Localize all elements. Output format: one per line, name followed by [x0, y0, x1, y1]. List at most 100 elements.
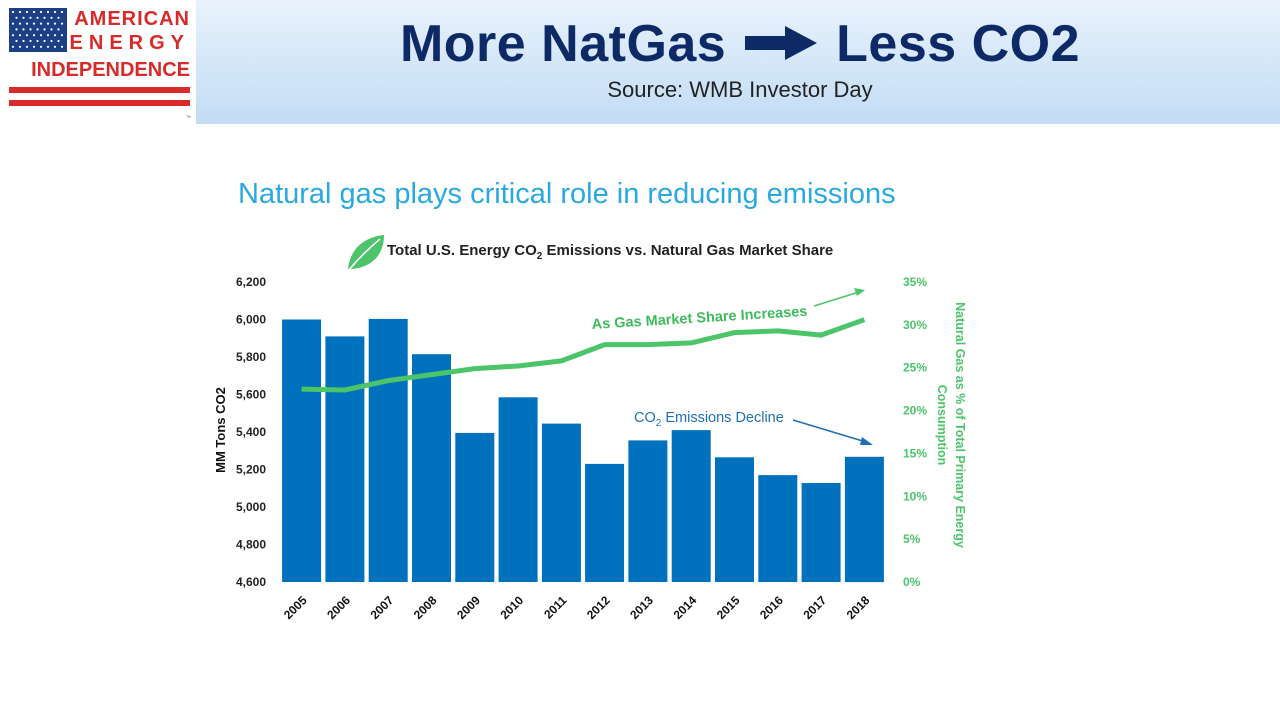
x-tick-label: 2015 — [714, 593, 743, 622]
x-tick-label: 2016 — [757, 593, 786, 622]
y2-tick-label: 0% — [903, 575, 921, 589]
bar-2015 — [715, 457, 754, 582]
flag-star — [46, 34, 50, 37]
flag-star — [32, 45, 36, 48]
series-line-gas-share — [301, 317, 866, 393]
flag-star — [18, 22, 22, 25]
annotation-co2: CO2 Emissions Decline — [634, 410, 784, 429]
y-tick-label: 5,000 — [236, 500, 266, 514]
bar-2017 — [801, 483, 841, 582]
flag-star — [43, 39, 46, 43]
flag-star — [29, 28, 32, 31]
flag-star — [57, 16, 60, 19]
page-title: More NatGas Less CO2 — [300, 14, 1180, 74]
bar-2012 — [585, 463, 625, 582]
x-tick-label: 2012 — [584, 593, 613, 622]
flag-star — [29, 16, 32, 19]
logo-trademark: ™ — [186, 115, 191, 121]
flag-star — [32, 34, 36, 37]
logo-stripe — [9, 87, 190, 93]
flag-star — [39, 10, 43, 14]
flag-star — [18, 34, 22, 37]
y2-tick-label: 35% — [903, 275, 927, 289]
chart-subtitle: Total U.S. Energy CO2 Emissions vs. Natu… — [387, 242, 833, 262]
flag-star — [46, 22, 50, 25]
y2-axis-label-line2: Consumption — [935, 385, 949, 466]
bar-2006 — [325, 336, 365, 582]
page-subtitle: Source: WMB Investor Day — [607, 77, 873, 102]
y2-tick-label: 20% — [903, 404, 927, 418]
flag-star — [39, 45, 43, 48]
logo-stripe — [9, 100, 190, 106]
y2-tick-label: 25% — [903, 361, 927, 375]
flag-star — [50, 16, 53, 19]
chart-title: Natural gas plays critical role in reduc… — [238, 178, 896, 210]
flag-star — [57, 39, 60, 43]
bar-2008 — [412, 354, 451, 582]
annotation-co2-arrow — [792, 419, 873, 445]
y-tick-label: 6,000 — [236, 313, 266, 327]
y-tick-label: 5,600 — [236, 388, 266, 402]
x-tick-label: 2007 — [368, 593, 397, 622]
flag-star — [36, 16, 39, 19]
flag-star — [29, 39, 32, 43]
y-tick-label: 4,800 — [236, 538, 266, 552]
flag-star — [11, 22, 15, 25]
y2-tick-label: 10% — [903, 489, 927, 503]
flag-star — [18, 45, 22, 48]
right-arrow-icon — [745, 26, 818, 61]
flag-star — [53, 22, 57, 25]
y-tick-label: 4,600 — [236, 575, 266, 589]
flag-star — [60, 45, 64, 48]
flag-star — [32, 10, 36, 14]
flag-star — [15, 28, 18, 31]
flag-star — [53, 10, 57, 14]
y-tick-label: 5,200 — [236, 463, 266, 477]
flag-star — [46, 45, 50, 48]
leaf-icon — [347, 235, 384, 272]
flag-star — [43, 16, 46, 19]
bar-2005 — [282, 319, 322, 582]
y2-tick-label: 15% — [903, 446, 927, 460]
title-left: More NatGas — [399, 15, 727, 73]
flag-star — [25, 34, 29, 37]
flag-star — [53, 34, 57, 37]
x-tick-label: 2006 — [324, 593, 353, 622]
flag-star — [57, 28, 60, 31]
flag-star — [18, 10, 22, 14]
bar-2016 — [758, 475, 798, 582]
y2-tick-label: 30% — [903, 318, 927, 332]
flag-star — [36, 28, 39, 31]
bar-2011 — [541, 423, 581, 582]
flag-star — [22, 16, 25, 19]
us-flag-icon — [9, 8, 67, 52]
flag-star — [15, 39, 18, 43]
flag-star — [60, 10, 64, 14]
y-tick-label: 5,800 — [236, 350, 266, 364]
flag-star — [60, 22, 64, 25]
chart: Total U.S. Energy CO2 Emissions vs. Natu… — [213, 235, 967, 622]
bar-2013 — [628, 440, 668, 582]
logo-line-3: INDEPENDENCE — [31, 59, 190, 81]
logo-line-1: AMERICAN — [74, 8, 190, 30]
x-tick-label: 2010 — [497, 593, 526, 622]
flag-star — [25, 22, 29, 25]
x-tick-label: 2014 — [671, 593, 700, 622]
logo: AMERICAN ENERGY INDEPENDENCE ™ — [0, 0, 196, 124]
x-tick-label: 2009 — [454, 593, 483, 622]
flag-star — [15, 16, 18, 19]
flag-star — [53, 45, 57, 48]
title-right: Less CO2 — [836, 15, 1081, 73]
flag-star — [25, 10, 29, 14]
x-tick-label: 2011 — [541, 593, 570, 622]
flag-star — [32, 22, 36, 25]
flag-star — [43, 28, 46, 31]
x-tick-label: 2017 — [800, 593, 829, 622]
bar-2009 — [455, 432, 495, 582]
flag-star — [39, 34, 43, 37]
x-tick-label: 2013 — [627, 593, 656, 622]
flag-star — [36, 39, 39, 43]
flag-star — [60, 34, 64, 37]
x-tick-label: 2008 — [411, 593, 440, 622]
bar-2014 — [671, 430, 711, 582]
